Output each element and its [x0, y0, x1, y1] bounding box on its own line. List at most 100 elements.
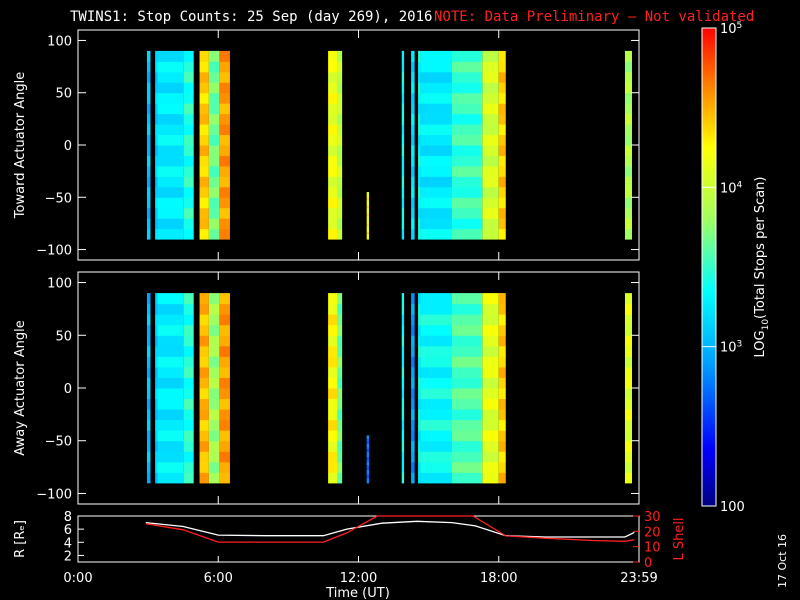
heatmap-cell [337, 207, 343, 219]
heatmap-cell [157, 335, 184, 347]
heatmap-cell [337, 165, 343, 177]
heatmap-cell [418, 145, 421, 156]
heatmap-cell [219, 345, 230, 357]
heatmap-cell [208, 451, 220, 463]
heatmap-cell [219, 461, 230, 473]
heatmap-cell [199, 430, 209, 442]
heatmap-cell [157, 61, 184, 73]
heatmap-cell [482, 472, 499, 484]
colorbar: 105 104 103 100 LOG10(Total Stops per Scan) [701, 21, 771, 515]
heatmap-cell [199, 356, 209, 368]
heatmap-cell [183, 113, 194, 125]
heatmap-cell [420, 377, 452, 389]
heatmap-cell [337, 134, 343, 146]
heatmap-cell [199, 377, 209, 389]
heatmap-cell [157, 197, 184, 209]
heatmap-cell [219, 176, 230, 188]
heatmap-cell [146, 345, 151, 357]
heatmap-cell [146, 324, 151, 336]
heatmap-cell [482, 155, 499, 167]
heatmap-cell [337, 103, 343, 115]
heatmap-cell [366, 435, 370, 439]
heatmap-cell [401, 345, 405, 357]
heatmap-cell [155, 356, 158, 368]
heatmap-cell [411, 124, 415, 136]
heatmap-cell [401, 303, 405, 315]
heatmap-cell [498, 165, 506, 177]
heatmap-cell [328, 50, 338, 62]
heatmap-cell [146, 398, 151, 410]
heatmap-cell [420, 388, 452, 400]
heatmap-cell [157, 293, 184, 305]
heatmap-cell [146, 409, 151, 421]
heatmap-cell [208, 345, 220, 357]
ytick-label: −50 [45, 191, 72, 206]
heatmap-cell [418, 186, 421, 198]
heatmap-cell [157, 207, 184, 219]
heatmap-cell [146, 61, 151, 73]
heatmap-cell [366, 456, 370, 460]
heatmap-cell [157, 377, 184, 389]
heatmap-cell [219, 155, 230, 167]
heatmap-cell [199, 218, 209, 230]
heatmap-cell [328, 461, 338, 473]
heatmap-cell [401, 134, 405, 146]
heatmap-cell [411, 409, 415, 421]
heatmap-cell [146, 186, 151, 198]
heatmap-cell [146, 366, 151, 378]
heatmap-cell [420, 50, 452, 62]
heatmap-cell [482, 228, 499, 240]
heatmap-cell [337, 324, 343, 336]
heatmap-cell [411, 165, 415, 177]
heatmap-cell [482, 461, 499, 473]
heatmap-cell [401, 440, 405, 452]
heatmap-cell [418, 451, 421, 463]
heatmap-cell [155, 398, 158, 410]
ytick-label: 0 [64, 139, 72, 154]
heatmap-cell [420, 366, 452, 378]
heatmap-cell [452, 155, 483, 167]
heatmap-cell [337, 293, 343, 305]
heatmap-cell [452, 409, 483, 421]
heatmap-cell [366, 464, 370, 468]
heatmap-cell [452, 71, 483, 83]
heatmap-cell [482, 398, 499, 410]
heatmap-cell [199, 165, 209, 177]
heatmap-cell [219, 314, 230, 326]
heatmap-cell [157, 113, 184, 125]
heatmap-cell [328, 197, 338, 209]
heatmap-cell [328, 409, 338, 421]
heatmap-cell [183, 398, 194, 410]
heatmap-cell [208, 50, 220, 62]
heatmap-cell [366, 475, 370, 479]
heatmap-cell [482, 356, 499, 368]
heatmap-cell [418, 314, 421, 326]
heatmap-cell [366, 446, 370, 450]
heatmap-cell [452, 124, 483, 136]
heatmap-cell [146, 314, 151, 326]
heatmap-cell [452, 440, 483, 452]
colorbar-tick-label: 105 [720, 21, 742, 37]
heatmap-cell [420, 335, 452, 347]
heatmap-cell [208, 398, 220, 410]
heatmap-cell [498, 186, 506, 198]
heatmap-cell [157, 165, 184, 177]
heatmap-cell [155, 293, 158, 305]
heatmap-cell [219, 440, 230, 452]
heatmap-cell [418, 345, 421, 357]
heatmap-cell [328, 345, 338, 357]
heatmap-cell [199, 335, 209, 347]
heatmap-cell [146, 218, 151, 230]
heatmap-cell [452, 134, 483, 146]
heatmap-cell [337, 398, 343, 410]
heatmap-cell [420, 398, 452, 410]
heatmap-cell [411, 388, 415, 400]
heatmap-cell [219, 186, 230, 198]
ytick-label: −100 [36, 244, 72, 259]
heatmap-cell [624, 165, 632, 177]
heatmap-cell [328, 419, 338, 431]
heatmap-cell [328, 155, 338, 167]
heatmap-cell [482, 303, 499, 315]
heatmap-cell [366, 218, 370, 222]
